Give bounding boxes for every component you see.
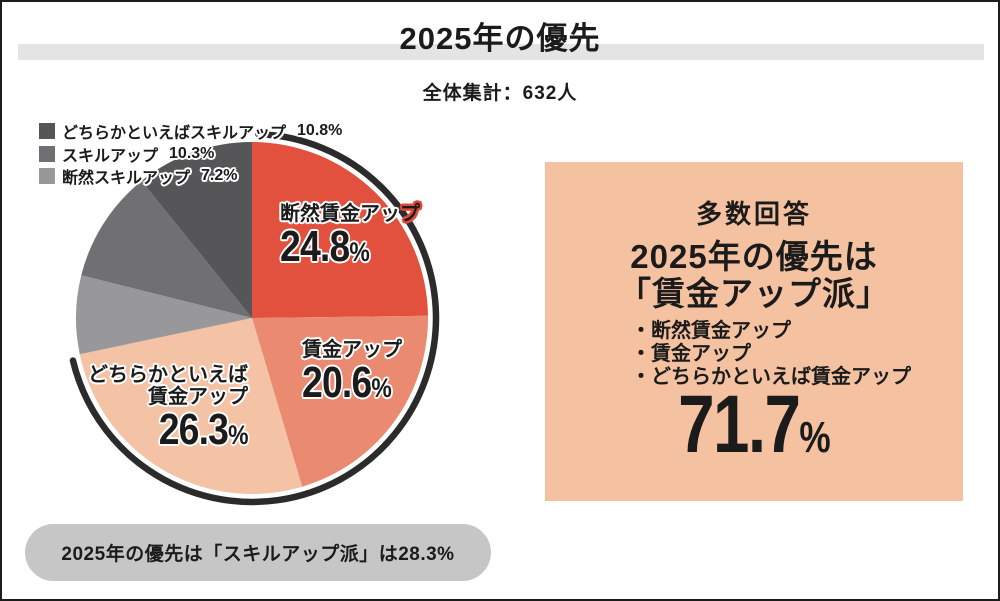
- sample-size-note: 全体集計：632人: [422, 83, 578, 104]
- legend-percent: 10.8%: [297, 122, 343, 140]
- big-percent-unit: %: [798, 413, 831, 462]
- slice-label-line1: どちらかといえば: [88, 364, 248, 386]
- legend-swatch-icon: [39, 123, 55, 140]
- pie-label-dochiraka-chingin: どちらかといえば 賃金アップ 26.3%: [88, 364, 249, 457]
- page-title: 2025年の優先: [399, 21, 601, 56]
- legend: どちらかといえばスキルアップ 10.8% スキルアップ 10.3% 断然スキルア…: [39, 120, 342, 188]
- skill-group-note-text: 2025年の優先は「スキルアップ派」は28.3%: [61, 544, 455, 565]
- slice-percent: 26.3%: [159, 405, 249, 454]
- title-underlay-bar: [18, 44, 984, 60]
- legend-swatch-icon: [39, 168, 55, 185]
- summary-panel: 多数回答 2025年の優先は 「賃金アップ派」 ・断然賃金アップ ・賃金アップ …: [545, 162, 963, 501]
- pie-slice: [81, 180, 252, 318]
- legend-item: スキルアップ 10.3%: [39, 143, 342, 166]
- legend-swatch-icon: [39, 145, 55, 162]
- legend-item: どちらかといえばスキルアップ 10.8%: [39, 120, 342, 143]
- pie-slice: [76, 275, 253, 355]
- big-percent-value: 71.7%: [677, 379, 831, 470]
- bullet-item: ・断然賃金アップ: [631, 320, 791, 342]
- slice-percent: 20.6%: [302, 358, 392, 407]
- legend-label: 断然スキルアップ: [62, 170, 191, 188]
- panel-headline-line1: 2025年の優先は: [630, 238, 878, 275]
- pie-label-chingin: 賃金アップ 20.6%: [302, 339, 407, 410]
- legend-label: スキルアップ: [62, 147, 159, 165]
- legend-percent: 10.3%: [169, 144, 215, 162]
- panel-headline-line2: 「賃金アップ派」: [618, 275, 890, 312]
- legend-label: どちらかといえばスキルアップ: [62, 125, 287, 143]
- pie-label-danzen-chingin: 断然賃金アップ 24.8%: [280, 203, 420, 274]
- bullet-item: ・どちらかといえば賃金アップ: [631, 366, 911, 388]
- slice-label-overflow-char: プ: [400, 203, 420, 225]
- slice-percent: 24.8%: [280, 222, 370, 271]
- legend-percent: 7.2%: [201, 167, 238, 185]
- panel-bullet-list: ・断然賃金アップ ・賃金アップ ・どちらかといえば賃金アップ: [631, 320, 911, 389]
- panel-kicker: 多数回答: [695, 199, 812, 229]
- legend-item: 断然スキルアップ 7.2%: [39, 165, 342, 188]
- panel-big-percent: 71.7%: [545, 384, 963, 466]
- skill-group-note-pill: 2025年の優先は「スキルアップ派」は28.3%: [25, 524, 491, 581]
- bullet-item: ・賃金アップ: [631, 343, 751, 365]
- panel-headline: 2025年の優先は 「賃金アップ派」: [545, 238, 963, 312]
